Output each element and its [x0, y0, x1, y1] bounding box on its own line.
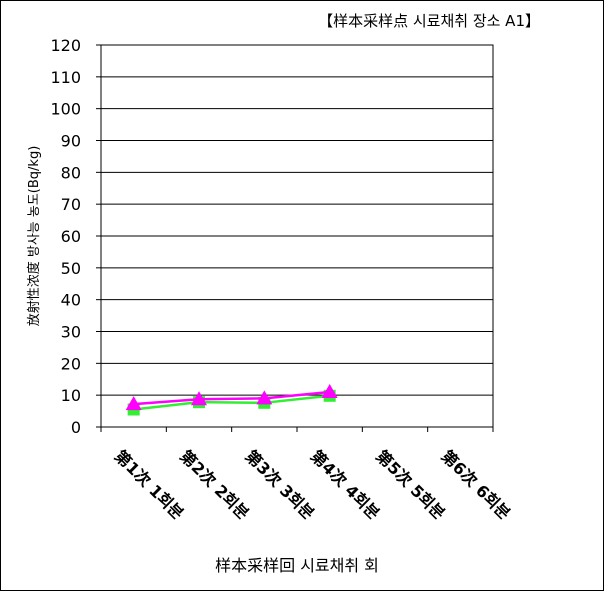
y-tick-label: 70 [61, 195, 81, 214]
x-tick-label: 第3次 3회분 [242, 446, 319, 523]
y-tick-label: 90 [61, 132, 81, 151]
x-tick-label: 第5次 5회분 [372, 446, 449, 523]
series-1-line [133, 394, 330, 411]
y-tick-label: 20 [61, 354, 81, 373]
series-2-point-4 [321, 383, 338, 398]
y-ticks: 0 10 20 30 40 50 60 70 80 90 100 110 120 [50, 36, 101, 437]
series-2-point-3 [256, 390, 273, 405]
x-tick-label: 第6次 6회분 [438, 446, 515, 523]
series-layer [125, 383, 338, 416]
y-tick-label: 110 [50, 68, 81, 87]
x-tick-label: 第2次 2회분 [176, 446, 253, 523]
y-tick-label: 10 [61, 386, 81, 405]
x-tick-label: 第1次 1회분 [111, 446, 188, 523]
x-axis-label: 样本采样回 시료채취 회 [215, 556, 379, 575]
y-tick-label: 0 [71, 418, 81, 437]
series-2-point-1 [125, 396, 142, 411]
y-tick-label: 30 [61, 323, 81, 342]
series-2-point-2 [191, 391, 207, 406]
y-tick-label: 40 [61, 291, 81, 310]
grid [101, 76, 493, 396]
x-tick-label: 第4次 4회분 [307, 446, 384, 523]
y-tick-label: 120 [50, 36, 81, 55]
y-tick-label: 60 [61, 227, 81, 246]
y-tick-label: 100 [50, 100, 81, 119]
y-tick-label: 50 [61, 259, 81, 278]
y-tick-label: 80 [61, 163, 81, 182]
series-2-line [133, 390, 330, 406]
chart-title: 【样本采样点 시료채취 장소 A1】 [318, 12, 540, 30]
y-axis-label: 放射性浓度 방사능 농도(Bq/kg) [26, 146, 42, 327]
